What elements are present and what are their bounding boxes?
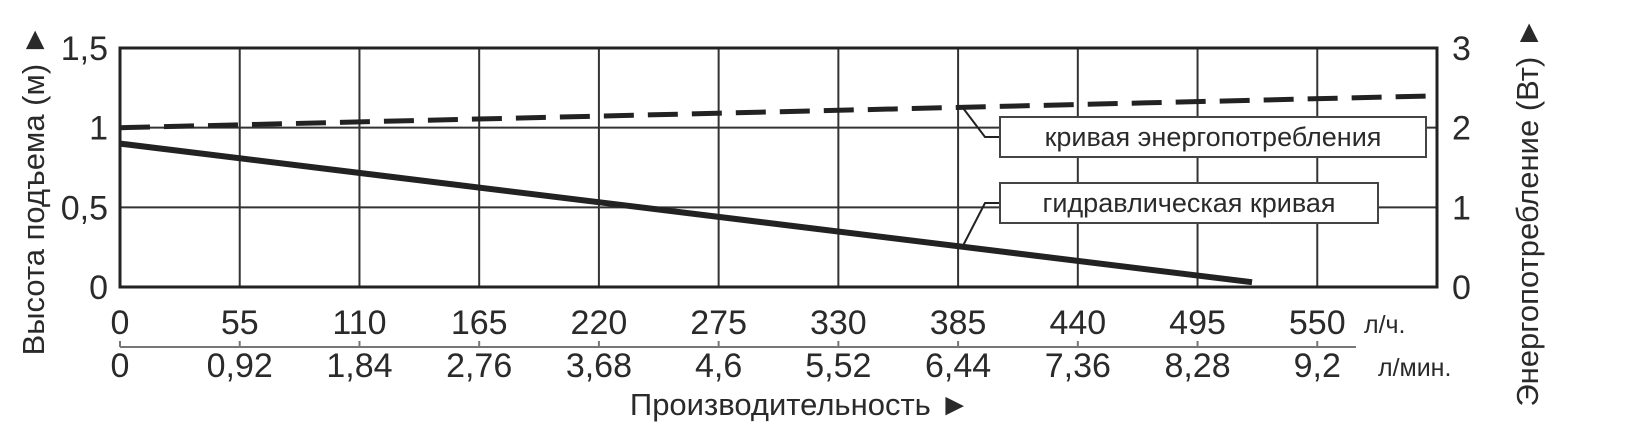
x-tick-label-lpm: 7,36 [1045, 347, 1111, 385]
x-tick-label-lph: 385 [930, 304, 987, 342]
x-tick-label-lpm: 8,28 [1164, 347, 1230, 385]
y-right-axis-label: Энергопотребление (Вт) ► [1510, 17, 1545, 406]
y-right-tick-label: 0 [1452, 269, 1471, 307]
x-tick-label-lpm: 0 [111, 347, 130, 385]
x-unit-lpm: л/мин. [1378, 354, 1451, 382]
callout-leader [961, 202, 1000, 248]
callout-box [999, 182, 1379, 224]
callouts: кривая энергопотребления гидравлическая к… [961, 106, 1427, 248]
y-right-tick-label: 1 [1452, 189, 1471, 227]
x-tick-label-lph: 440 [1049, 304, 1106, 342]
x-tick-label-lph: 165 [451, 304, 508, 342]
hydraulic-curve-line [119, 140, 1253, 286]
y-right-tick-label: 3 [1452, 30, 1471, 68]
plot-frame-border [118, 46, 1439, 289]
y-left-tick-label: 0 [89, 269, 108, 307]
x-tick-label-lph: 55 [221, 304, 259, 342]
x-tick-label-lpm: 0,92 [207, 347, 273, 385]
x-unit-lph: л/ч. [1364, 311, 1406, 339]
y-left-axis-label: Высота подъема (м) ► [16, 25, 51, 356]
tick-labels: 0 55 110 165 220 275 330 385 440 495 550 л/ч.0 0,92 1… [61, 30, 1471, 385]
x-tick-label-lph: 0 [111, 304, 130, 342]
x-tick-label-lpm: 9,2 [1294, 347, 1341, 385]
plot-frame [118, 46, 1439, 289]
callout-label: кривая энергопотребления [1045, 122, 1382, 152]
y-left-tick-label: 1 [89, 110, 108, 148]
x-tick-label-lph: 550 [1289, 304, 1346, 342]
callout-label: гидравлическая кривая [1043, 188, 1336, 218]
x-tick-label-lph: 330 [810, 304, 867, 342]
y-left-tick-label: 0,5 [61, 189, 108, 227]
callout-leader [961, 106, 1000, 138]
callout-box [999, 116, 1427, 158]
x-tick-label-lpm: 3,68 [566, 347, 632, 385]
x-axis-label: Производительность ► [630, 387, 970, 422]
x-tick-label-lpm: 1,84 [326, 347, 392, 385]
x-tick-label-lpm: 6,44 [925, 347, 991, 385]
x-tick-label-lph: 495 [1169, 304, 1226, 342]
axis-labels: Производительность ► Высота подъема (м) ►… [16, 17, 1545, 422]
x-tick-label-lph: 110 [332, 304, 386, 342]
series-group [119, 93, 1438, 286]
y-left-tick-label: 1,5 [61, 30, 108, 68]
x-tick-label-lpm: 4,6 [695, 347, 742, 385]
x-tick-label-lpm: 5,52 [805, 347, 871, 385]
x-tick-label-lpm: 2,76 [446, 347, 512, 385]
y-right-tick-label: 2 [1452, 110, 1471, 148]
x-tick-label-lph: 220 [571, 304, 628, 342]
x-tick-label-lph: 275 [690, 304, 747, 342]
